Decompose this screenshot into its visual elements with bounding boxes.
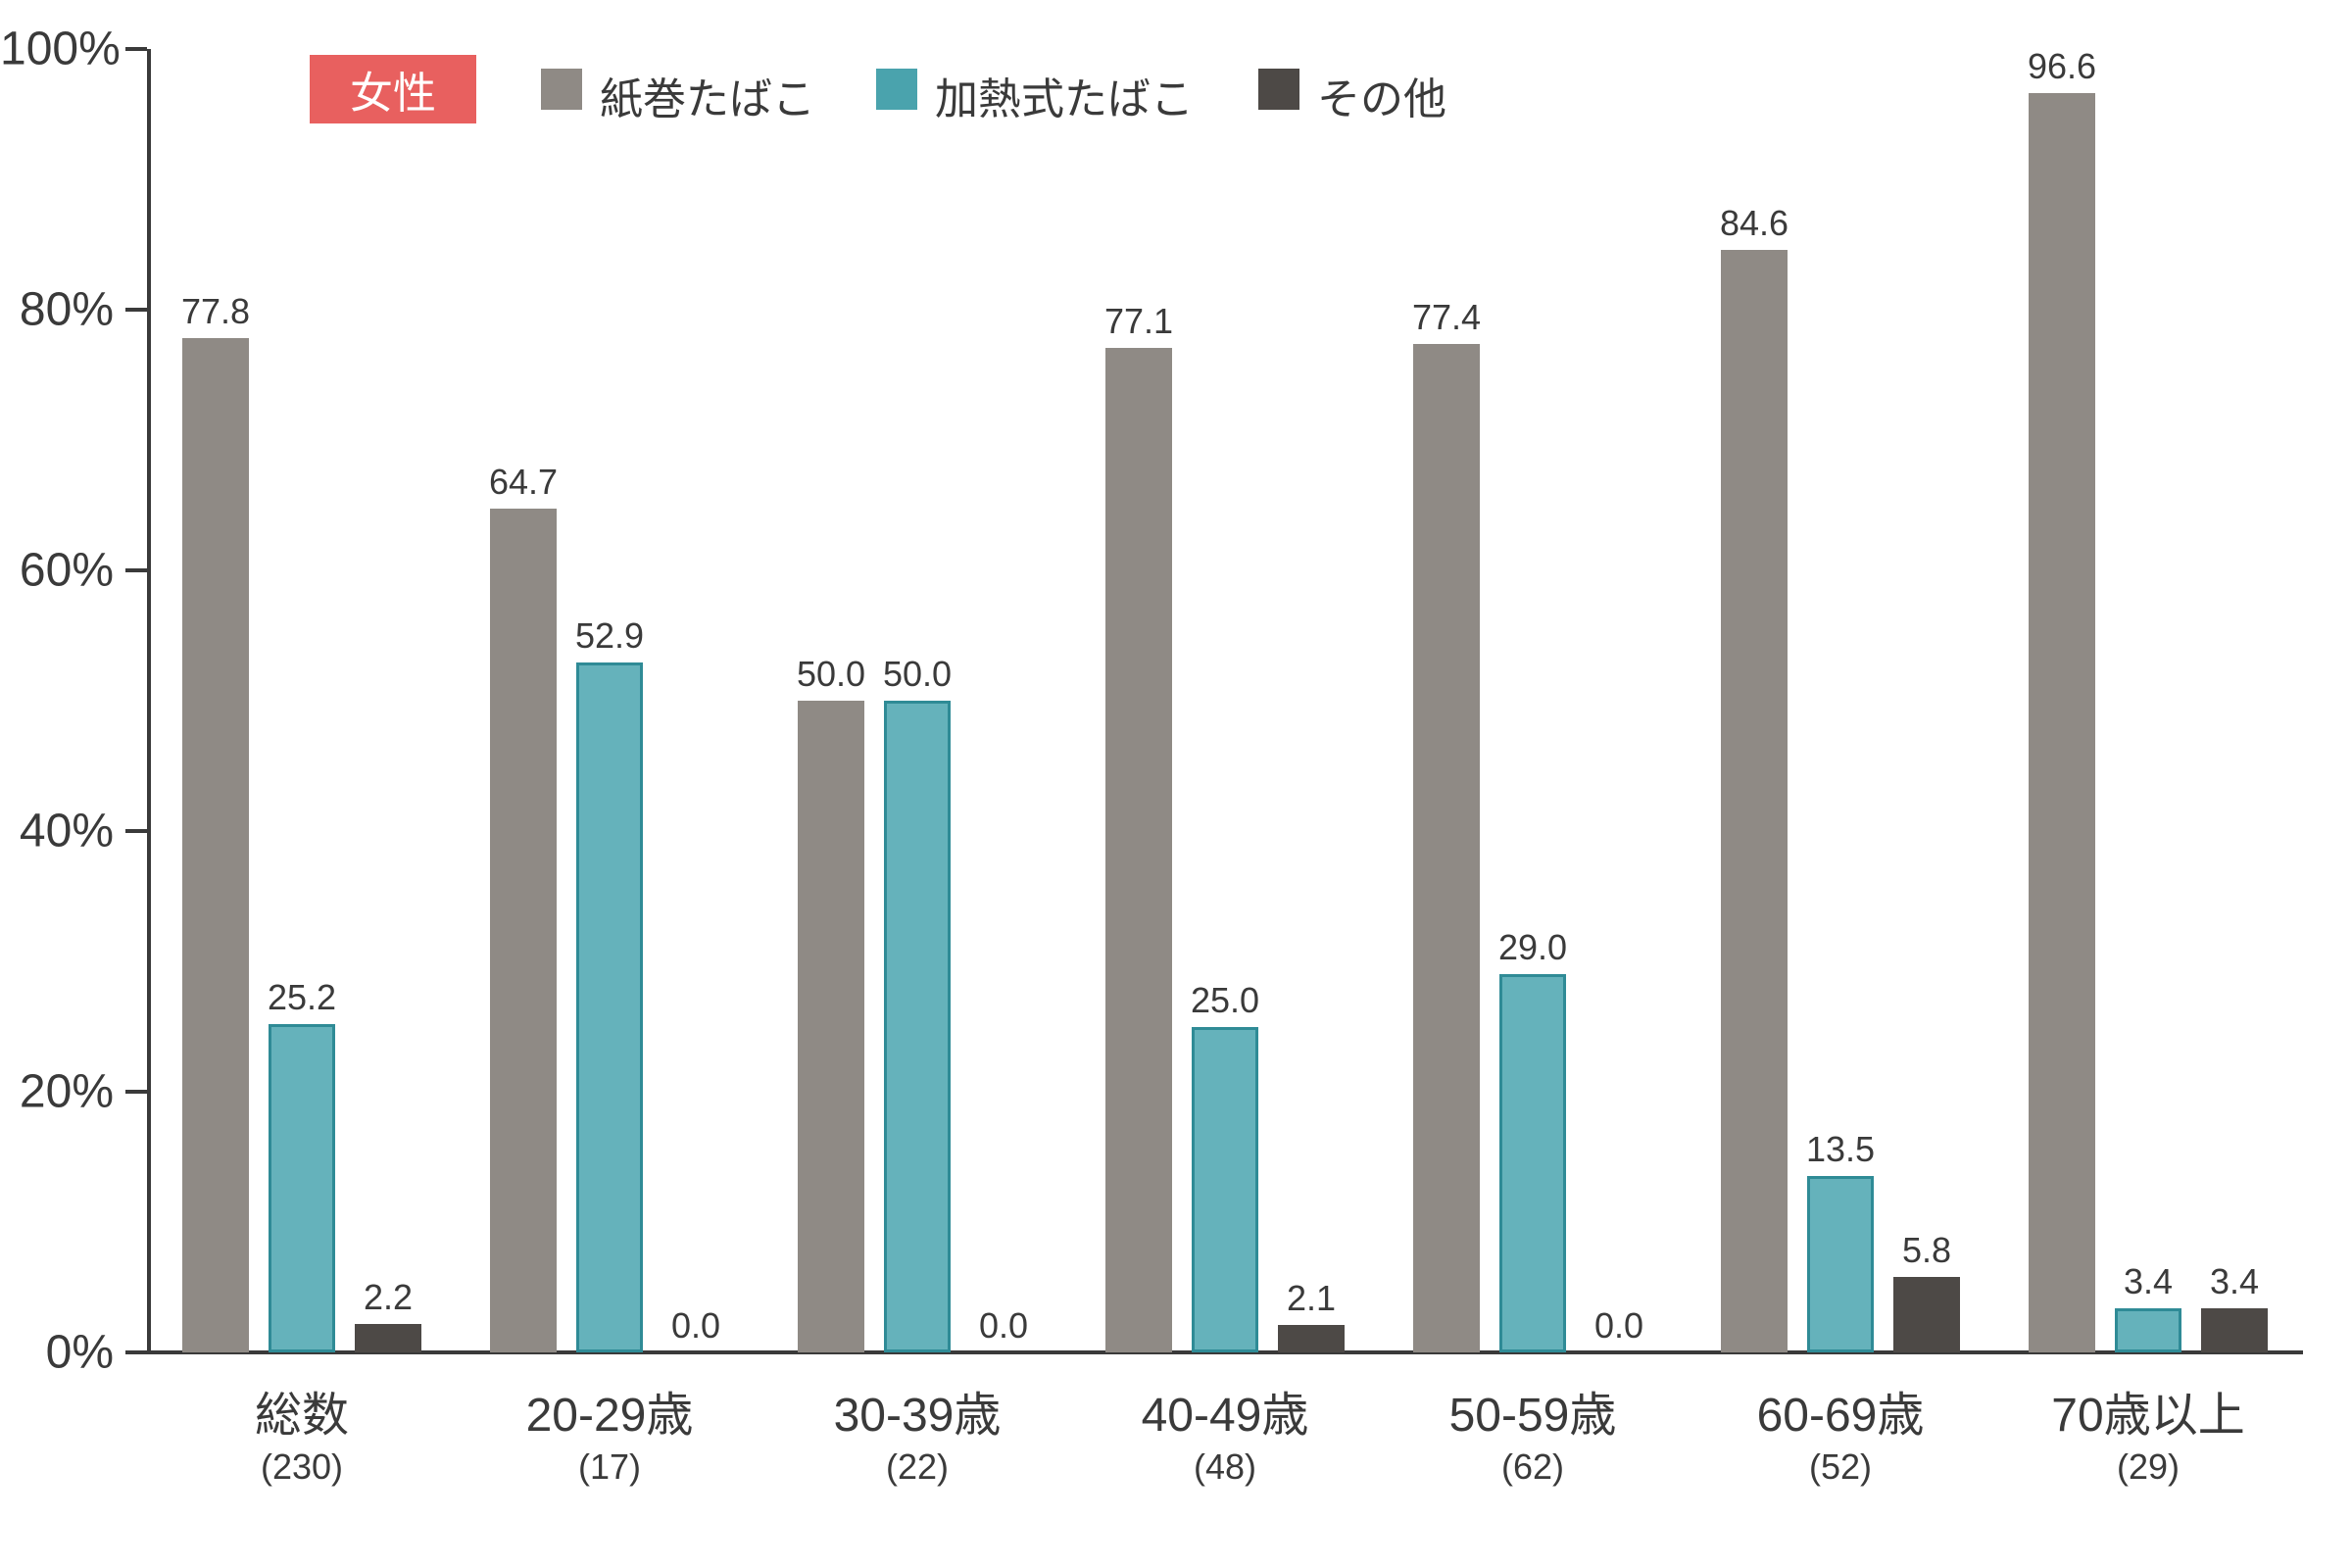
x-category-label: 20-29歳 (443, 1376, 776, 1445)
x-category-sublabel: (22) (751, 1446, 1084, 1488)
y-tick (125, 1090, 147, 1094)
legend-badge: 女性 (310, 55, 476, 123)
bar (798, 701, 864, 1352)
bar (2115, 1308, 2181, 1352)
bar-value-label: 77.1 (1080, 301, 1198, 342)
bar-value-label: 0.0 (1560, 1305, 1678, 1347)
y-tick (125, 568, 147, 572)
bar (1413, 344, 1480, 1352)
x-category-sublabel: (48) (1058, 1446, 1392, 1488)
bar-value-label: 50.0 (858, 654, 976, 695)
y-tick (125, 1350, 147, 1354)
chart-container: 0% 20% 40% 60% 80% 100% 77.8 25.2 2.2 総数(230) 64.7… (0, 0, 2352, 1568)
legend-swatch (876, 69, 917, 110)
legend-label: その他 (1317, 64, 1446, 126)
bar (2201, 1308, 2268, 1352)
y-axis-label: 40% (0, 805, 114, 858)
x-category-label: 総数 (135, 1376, 468, 1445)
bar-value-label: 0.0 (637, 1305, 755, 1347)
y-tick (125, 829, 147, 833)
bar-value-label: 13.5 (1782, 1129, 1899, 1170)
legend-label: 加熱式たばこ (935, 64, 1194, 126)
bar (1893, 1277, 1960, 1352)
x-category-label: 40-49歳 (1058, 1376, 1392, 1445)
bar-value-label: 2.1 (1252, 1278, 1370, 1319)
bar-value-label: 64.7 (465, 462, 582, 503)
legend-swatch (1258, 69, 1299, 110)
y-axis-label: 0% (0, 1326, 114, 1380)
bar-value-label: 2.2 (329, 1277, 447, 1318)
y-axis-label: 80% (0, 283, 114, 337)
bar-value-label: 84.6 (1695, 203, 1813, 244)
bar-value-label: 96.6 (2003, 46, 2121, 87)
x-category-label: 60-69歳 (1674, 1376, 2007, 1445)
bar (355, 1324, 421, 1352)
bar-value-label: 3.4 (2176, 1261, 2293, 1302)
bar-value-label: 52.9 (551, 615, 668, 657)
bar (490, 509, 557, 1352)
legend-label: 紙巻たばこ (600, 64, 815, 126)
bar (576, 662, 643, 1352)
x-category-sublabel: (17) (443, 1446, 776, 1488)
bar (182, 338, 249, 1352)
bar (269, 1024, 335, 1352)
bar-value-label: 29.0 (1474, 927, 1592, 968)
bar-value-label: 0.0 (945, 1305, 1062, 1347)
y-axis-label: 20% (0, 1065, 114, 1119)
legend-swatch (541, 69, 582, 110)
x-category-sublabel: (52) (1674, 1446, 2007, 1488)
x-category-label: 50-59歳 (1366, 1376, 1699, 1445)
y-axis-line (147, 49, 151, 1352)
bar-value-label: 77.8 (157, 291, 274, 332)
y-axis-label: 60% (0, 544, 114, 598)
bar (1105, 348, 1172, 1352)
bar (1499, 974, 1566, 1352)
bar (1721, 250, 1788, 1352)
bar-value-label: 5.8 (1868, 1230, 1985, 1271)
bar (884, 701, 951, 1352)
bar-value-label: 77.4 (1388, 297, 1505, 338)
x-category-sublabel: (29) (1982, 1446, 2315, 1488)
x-category-label: 30-39歳 (751, 1376, 1084, 1445)
bar (1807, 1176, 1874, 1352)
y-tick (125, 47, 147, 51)
x-category-label: 70歳以上 (1982, 1376, 2315, 1445)
x-category-sublabel: (62) (1366, 1446, 1699, 1488)
bar (2029, 93, 2095, 1352)
bar (1192, 1027, 1258, 1353)
y-tick (125, 308, 147, 312)
x-category-sublabel: (230) (135, 1446, 468, 1488)
bar (1278, 1325, 1345, 1352)
bar-value-label: 25.2 (243, 977, 361, 1018)
y-axis-label: 100% (0, 23, 114, 76)
bar-value-label: 25.0 (1166, 980, 1284, 1021)
